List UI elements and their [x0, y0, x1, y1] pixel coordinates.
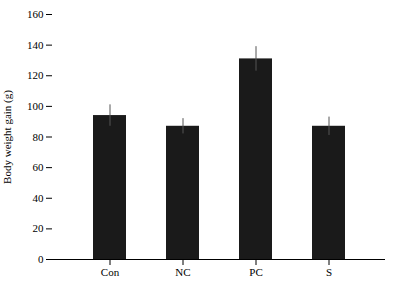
svg-text:PC: PC: [249, 266, 262, 278]
svg-text:Con: Con: [101, 266, 120, 278]
svg-text:NC: NC: [175, 266, 190, 278]
svg-text:120: 120: [27, 69, 44, 81]
svg-text:20: 20: [33, 222, 45, 234]
svg-text:S: S: [326, 266, 332, 278]
svg-text:140: 140: [27, 39, 44, 51]
svg-text:60: 60: [33, 161, 45, 173]
svg-text:160: 160: [27, 8, 44, 20]
svg-text:Body weight gain (g): Body weight gain (g): [1, 90, 14, 184]
svg-text:80: 80: [33, 131, 45, 143]
svg-text:40: 40: [33, 192, 45, 204]
svg-text:100: 100: [27, 100, 44, 112]
svg-text:0: 0: [38, 253, 44, 265]
